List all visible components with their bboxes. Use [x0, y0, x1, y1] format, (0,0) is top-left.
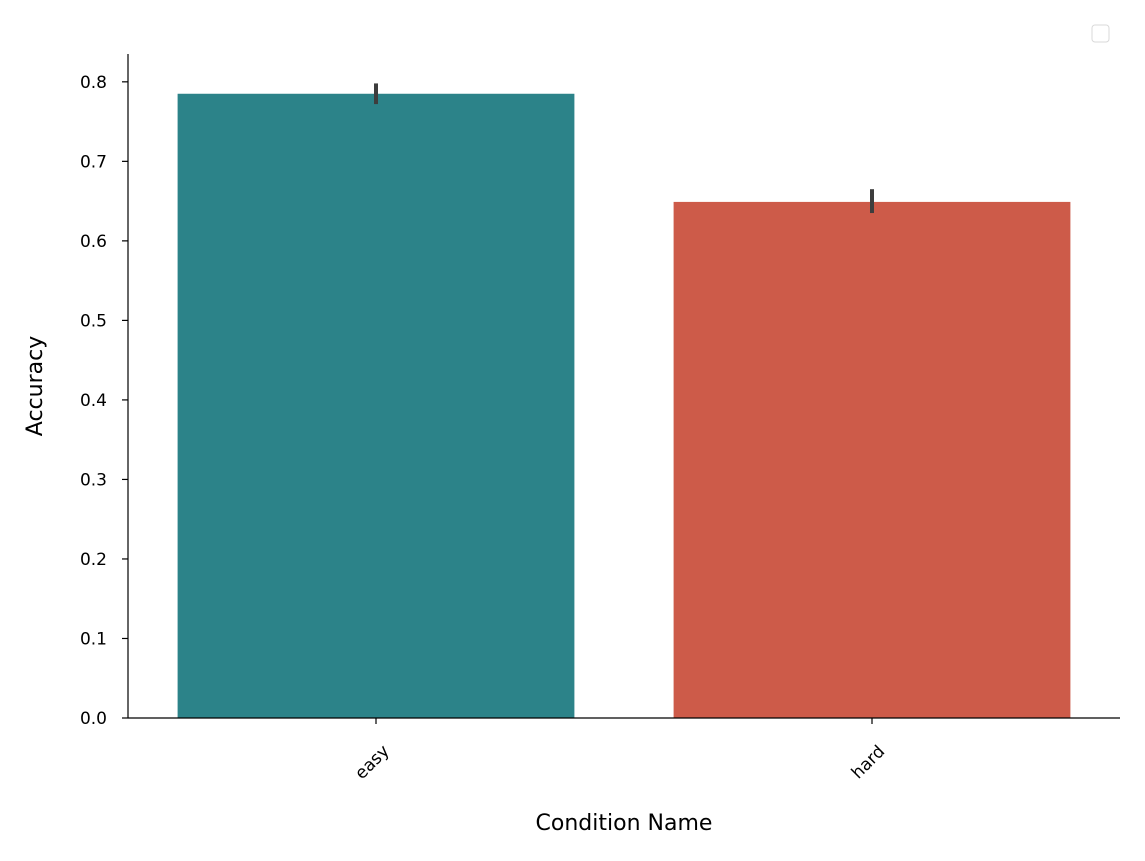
y-tick-label: 0.6	[80, 232, 107, 252]
y-axis-label: Accuracy	[23, 336, 48, 436]
bars-group	[177, 93, 1071, 718]
y-tick-label: 0.1	[80, 629, 107, 649]
y-tick-label: 0.7	[80, 152, 107, 172]
y-tick-label: 0.2	[80, 550, 107, 570]
x-tick-label-easy: easy	[351, 741, 393, 783]
x-tick-label-hard: hard	[848, 742, 889, 783]
y-tick-label: 0.5	[80, 311, 107, 331]
x-ticks-group: easy hard	[351, 718, 889, 784]
y-tick-label: 0.4	[80, 391, 107, 411]
error-bars-group	[374, 83, 874, 214]
y-tick-label: 0.8	[80, 73, 107, 93]
bar-hard	[673, 201, 1071, 718]
y-tick-label: 0.0	[80, 709, 107, 729]
y-ticks-group: 0.0 0.1 0.2 0.3 0.4 0.5 0.6 0.7 0.8	[80, 73, 128, 729]
y-tick-label: 0.3	[80, 470, 107, 490]
x-axis-label: Condition Name	[536, 811, 713, 836]
bar-easy	[177, 93, 575, 718]
legend-box	[1091, 24, 1110, 43]
